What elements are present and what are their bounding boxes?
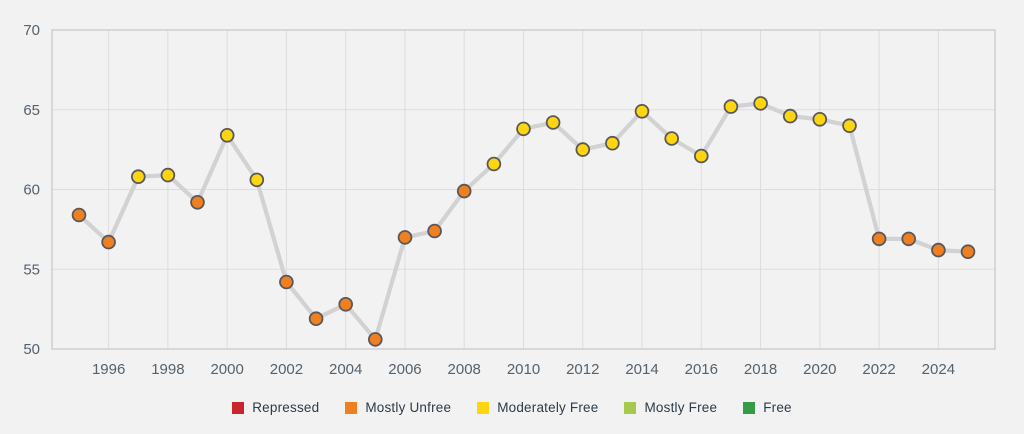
x-axis-tick-label: 2000 [210,361,243,378]
legend-label: Free [763,400,792,415]
data-point-2000[interactable] [219,128,235,143]
y-axis-tick-label: 60 [23,182,40,199]
legend-item-moderately-free: Moderately Free [477,400,598,415]
data-point-2004[interactable] [338,296,354,312]
mostly-unfree-swatch-icon [345,401,358,414]
data-point-2006[interactable] [397,230,413,245]
data-point-2011[interactable] [545,115,561,130]
plot-border [51,29,996,350]
data-point-2008[interactable] [456,183,472,199]
legend-label: Moderately Free [497,400,599,415]
repressed-swatch-icon [232,401,245,414]
x-axis-tick-label: 2020 [803,361,836,378]
x-axis-tick-label: 2022 [862,361,895,378]
data-point-2013[interactable] [605,135,620,151]
data-point-2003[interactable] [308,311,324,327]
x-axis-tick-label: 1996 [92,361,125,378]
data-point-1997[interactable] [131,169,146,185]
x-axis-tick-label: 2016 [685,361,718,378]
x-axis-tick-label: 2024 [922,361,955,378]
x-axis-tick-label: 2006 [388,361,421,378]
y-axis-tick-label: 55 [23,261,40,278]
data-point-2010[interactable] [516,121,531,137]
chart-legend: Repressed Mostly Unfree Moderately Free Mos… [0,400,1024,415]
x-axis-tick-label: 2010 [507,361,540,378]
y-axis-tick-label: 70 [23,22,40,39]
data-point-1999[interactable] [190,195,205,210]
legend-item-free: Free [743,400,792,415]
x-axis-tick-label: 2008 [448,361,481,378]
data-point-2007[interactable] [427,223,442,239]
legend-item-mostly-unfree: Mostly Unfree [345,400,451,415]
legend-label: Mostly Free [644,400,718,415]
legend-item-repressed: Repressed [232,400,319,415]
legend-item-mostly-free: Mostly Free [624,400,717,415]
data-point-2001[interactable] [249,172,265,188]
data-point-1998[interactable] [160,167,176,183]
x-axis-tick-label: 2004 [329,361,362,378]
data-point-2005[interactable] [367,332,383,347]
legend-label: Repressed [252,400,320,415]
x-axis-tick-label: 2014 [625,361,658,378]
free-swatch-icon [743,401,756,414]
legend-label: Mostly Unfree [365,400,452,415]
data-point-1995[interactable] [71,207,87,223]
data-point-2015[interactable] [664,131,679,146]
y-axis-tick-label: 65 [23,102,40,119]
moderately-free-swatch-icon [477,401,490,414]
mostly-free-swatch-icon [624,401,637,414]
data-point-2022[interactable] [871,231,887,247]
data-point-2021[interactable] [842,118,857,133]
data-point-2025[interactable] [960,244,976,260]
data-point-2009[interactable] [486,156,502,172]
data-point-2002[interactable] [279,274,294,290]
data-point-2017[interactable] [723,99,739,114]
x-axis-tick-label: 2018 [744,361,777,378]
data-point-2020[interactable] [812,112,828,127]
y-axis-tick-label: 50 [23,341,40,358]
data-point-2014[interactable] [634,104,650,119]
data-point-2016[interactable] [693,148,709,164]
x-axis-tick-label: 1998 [151,361,184,378]
data-point-2024[interactable] [931,242,946,258]
data-point-2019[interactable] [782,108,798,124]
data-point-2012[interactable] [575,142,591,157]
x-axis-tick-label: 2012 [566,361,599,378]
data-point-1996[interactable] [101,234,116,250]
data-point-2023[interactable] [901,231,916,247]
data-point-2018[interactable] [753,96,768,111]
x-axis-tick-label: 2002 [270,361,303,378]
